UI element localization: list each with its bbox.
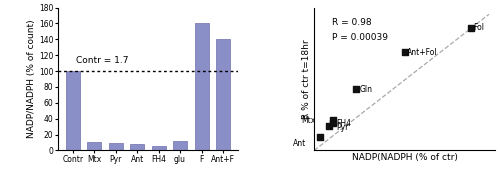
Text: FH4: FH4	[336, 119, 351, 128]
Text: Mtx: Mtx	[301, 116, 315, 125]
Text: P = 0.00039: P = 0.00039	[332, 33, 388, 42]
Text: Ant+Fol: Ant+Fol	[408, 48, 438, 57]
Text: R = 0.98: R = 0.98	[332, 18, 372, 27]
Bar	[173, 141, 187, 150]
Point	[352, 88, 360, 91]
Point	[400, 51, 408, 54]
Point	[330, 119, 338, 122]
Y-axis label: R % of ctr t=18hr: R % of ctr t=18hr	[302, 39, 312, 119]
Bar	[130, 144, 144, 150]
Y-axis label: NADP/NADPH (% of count): NADP/NADPH (% of count)	[27, 20, 36, 138]
Point	[316, 135, 324, 138]
Point	[324, 124, 332, 127]
Point	[467, 27, 475, 30]
Bar	[152, 146, 166, 150]
Bar	[87, 143, 101, 150]
Text: Contr = 1.7: Contr = 1.7	[76, 56, 128, 65]
Point	[330, 122, 338, 125]
Text: Gln: Gln	[359, 85, 372, 94]
Bar	[216, 39, 230, 150]
Text: Pyr: Pyr	[336, 123, 348, 132]
Bar	[194, 23, 208, 150]
Text: Ant: Ant	[292, 139, 306, 148]
Bar	[66, 71, 80, 150]
Bar	[108, 143, 122, 150]
X-axis label: NADP(NADPH (% of ctr): NADP(NADPH (% of ctr)	[352, 153, 458, 162]
Text: Fol: Fol	[474, 24, 484, 33]
